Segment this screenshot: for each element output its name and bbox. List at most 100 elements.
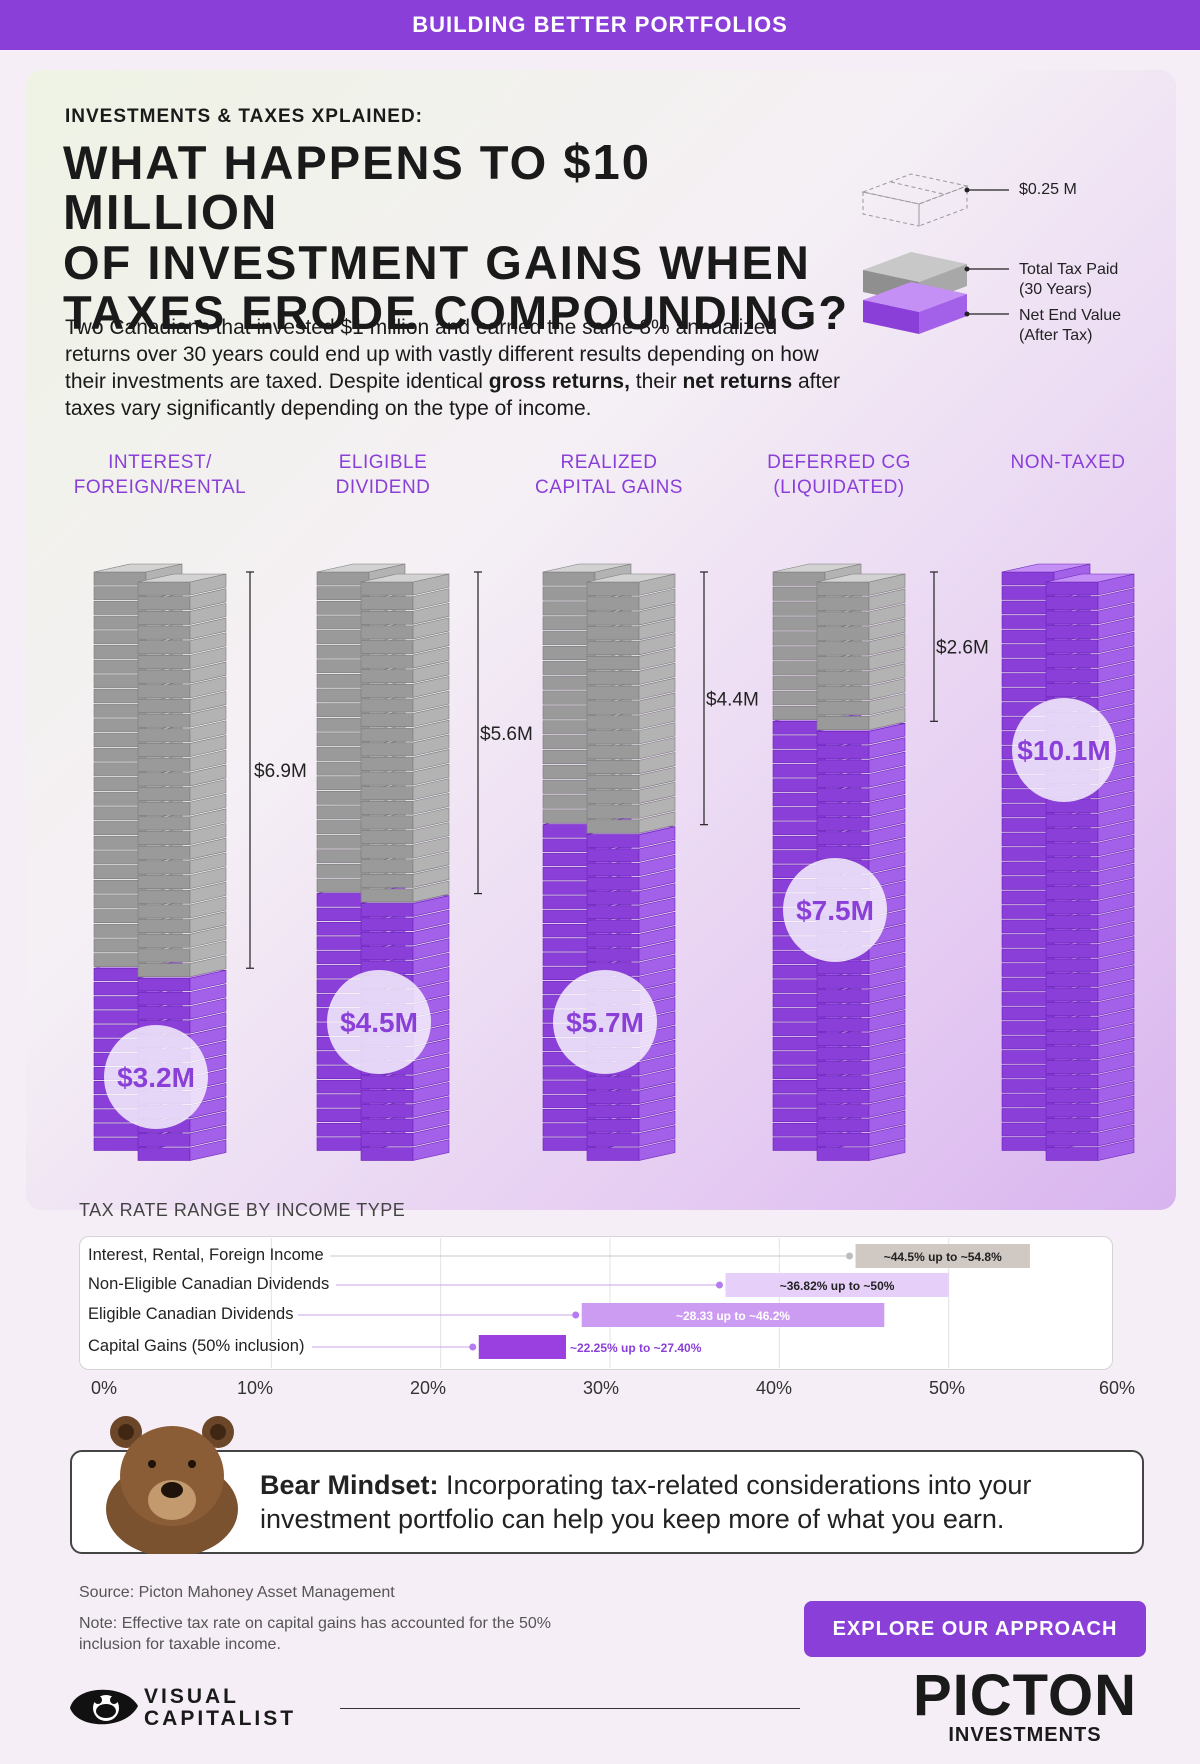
- net-value-bubble: [553, 970, 657, 1074]
- bundle-side: [638, 647, 676, 671]
- bundle-side: [638, 1054, 676, 1076]
- bundle-side: [1097, 878, 1135, 900]
- net-bundle: [1045, 1118, 1099, 1132]
- bundle-side: [868, 588, 906, 611]
- net-bundle: [1045, 987, 1099, 1002]
- bear-mindset-card: [70, 1450, 1144, 1554]
- bundle-top: [816, 573, 906, 583]
- tax-bundle: [360, 742, 414, 757]
- column-header: DEFERRED CG (LIQUIDATED): [739, 450, 939, 500]
- net-bundle: [586, 848, 640, 862]
- net-bundle: [816, 831, 870, 845]
- bundle-side: [189, 617, 227, 640]
- bundle-side: [638, 1139, 676, 1161]
- tax-bundle: [586, 596, 640, 611]
- net-bundle: [586, 948, 640, 962]
- bundle-side: [189, 661, 227, 684]
- bundle-side: [1097, 907, 1135, 929]
- net-bundle: [586, 1090, 640, 1104]
- net-bundle: [1045, 842, 1099, 857]
- bundle-side: [638, 868, 676, 891]
- bundle-side: [1097, 863, 1135, 886]
- tax-range-label: ~36.82% up to ~50%: [780, 1279, 895, 1293]
- bundle-side: [189, 1125, 227, 1147]
- bundle-side: [412, 1067, 450, 1090]
- column-header: REALIZED CAPITAL GAINS: [509, 450, 709, 500]
- bundle-side: [868, 938, 906, 960]
- bundle-side: [1097, 776, 1135, 799]
- net-bundle: [1045, 1060, 1099, 1074]
- bundle-side: [868, 1124, 906, 1147]
- net-value-label: $3.2M: [117, 1062, 195, 1093]
- net-bundle: [816, 1089, 870, 1104]
- tax-bundle: [360, 888, 414, 903]
- bundle-side: [412, 851, 450, 874]
- tax-range-label: ~28.33 up to ~46.2%: [676, 1309, 790, 1323]
- net-bundle: [1045, 973, 1099, 987]
- title-line2: OF INVESTMENT GAINS WHEN: [63, 236, 811, 289]
- bundle-side: [412, 1053, 450, 1075]
- bundle-side: [638, 1110, 676, 1133]
- tax-bundle: [586, 804, 640, 819]
- bundle-side: [189, 691, 227, 713]
- bundle-side: [638, 603, 676, 626]
- bundle-side: [189, 852, 227, 875]
- stacked-bundle-chart: $6.9M $3.2M $5.6M $4.5M $4.4M $5.7M $2.6M $7.5M…: [93, 563, 1135, 1161]
- footer-divider: [340, 1708, 800, 1709]
- tax-bundle: [816, 641, 870, 656]
- bundle-side: [412, 778, 450, 801]
- bundle-side: [1097, 921, 1135, 944]
- bundle-side: [638, 954, 676, 976]
- bundle-side: [868, 633, 906, 656]
- tax-leader-dot: [715, 1281, 723, 1289]
- bundle-side: [868, 1024, 906, 1047]
- net-bundle: [137, 992, 191, 1006]
- bundle-side: [189, 647, 227, 669]
- net-bundle: [1045, 596, 1099, 610]
- bundle-side: [868, 1096, 906, 1118]
- bundle-side: [638, 722, 676, 745]
- bundle-side: [189, 705, 227, 728]
- tax-bundle: [137, 757, 191, 772]
- bundle-side: [189, 837, 227, 860]
- net-bundle: [1045, 857, 1099, 871]
- tax-bundle: [137, 713, 191, 728]
- bundle-side: [1097, 936, 1135, 958]
- net-bundle: [816, 788, 870, 802]
- bear-mindset-body: Incorporating tax-related considerations…: [260, 1470, 1032, 1534]
- title-line1a: WHAT HAPPENS TO: [63, 136, 564, 189]
- tax-bundle: [816, 581, 870, 596]
- net-bundle: [816, 989, 870, 1003]
- tax-bundle: [586, 611, 640, 626]
- explore-approach-button[interactable]: EXPLORE OUR APPROACH: [804, 1601, 1146, 1657]
- source-text: Source: Picton Mahoney Asset Management: [79, 1584, 395, 1601]
- bundle-side: [1097, 820, 1135, 842]
- column-header: NON-TAXED: [968, 450, 1168, 475]
- bundle-side: [868, 1067, 906, 1090]
- net-bundle: [1045, 625, 1099, 639]
- tax-bundle: [816, 716, 870, 731]
- column-header-line: CAPITAL GAINS: [535, 477, 683, 498]
- bundle-side: [1097, 1052, 1135, 1074]
- net-bundle: [816, 1075, 870, 1090]
- net-bundle: [586, 862, 640, 877]
- bundle-side: [189, 983, 227, 1006]
- bundle-side: [412, 938, 450, 960]
- visual-capitalist-logo-icon: [70, 1689, 138, 1725]
- tax-row-label: Interest, Rental, Foreign Income: [88, 1246, 324, 1264]
- bundle-side: [189, 720, 227, 743]
- tax-bundle: [360, 874, 414, 888]
- bundle-side: [1097, 965, 1135, 987]
- tax-bundle: [360, 713, 414, 727]
- bundle-side: [412, 1096, 450, 1118]
- net-value-bubble: [327, 970, 431, 1074]
- bundle-side: [638, 618, 676, 641]
- tax-bundle: [816, 671, 870, 686]
- bundle-side: [1097, 602, 1135, 625]
- bundle-side: [1097, 892, 1135, 915]
- net-bundle: [1045, 900, 1099, 915]
- tax-bundle: [137, 728, 191, 743]
- tax-tick-label: 10%: [237, 1378, 274, 1398]
- tax-bundle: [586, 641, 640, 656]
- bundle-side: [638, 737, 676, 760]
